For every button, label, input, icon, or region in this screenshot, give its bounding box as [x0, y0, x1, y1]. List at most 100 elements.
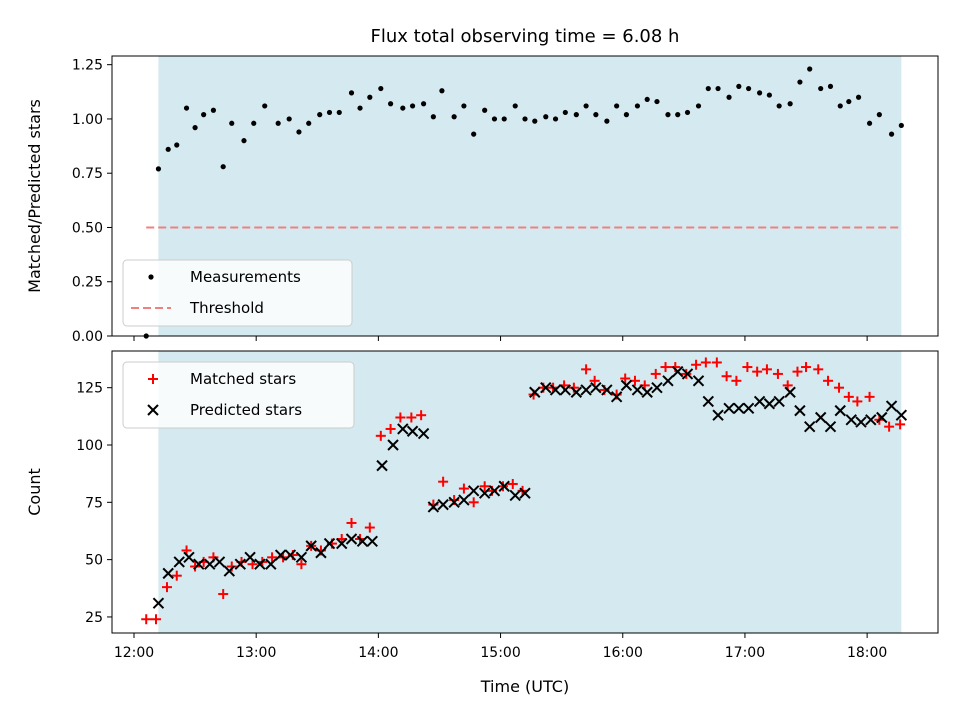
x-tick-label: 18:00: [847, 645, 887, 661]
measurement-point: [439, 88, 445, 94]
predicted-star-point: [152, 597, 165, 609]
measurement-point: [532, 118, 538, 124]
measurement-point: [898, 122, 904, 129]
measurement-point: [251, 120, 257, 126]
predicted-star-point: [244, 551, 256, 564]
matched-star-point: [884, 421, 895, 432]
matched-star-point: [218, 589, 229, 600]
matched-star-point: [660, 362, 671, 373]
predicted-star-point: [824, 420, 837, 433]
axes-frame: [111, 55, 939, 337]
matched-star-point: [772, 368, 783, 379]
matched-star-point: [801, 362, 812, 373]
axes-frame: [111, 350, 939, 634]
legend-entry-label: Matched stars: [190, 370, 296, 388]
matched-star-point: [843, 391, 854, 402]
legend-entry-label: Threshold: [189, 299, 264, 317]
y-tick-label: 0.00: [72, 329, 103, 345]
measurement-point: [317, 112, 323, 118]
matched-star-point: [385, 423, 396, 434]
measurement-point: [866, 120, 873, 126]
predicted-star-point: [570, 386, 583, 398]
measurement-point: [604, 118, 610, 124]
predicted-star-point: [315, 547, 327, 559]
predicted-star-point: [631, 384, 644, 396]
y-axis-label: Count: [25, 468, 44, 516]
predicted-star-point: [162, 567, 174, 580]
measurement-point: [387, 101, 394, 107]
predicted-star-point: [265, 558, 277, 570]
y-tick-label: 0.75: [72, 166, 103, 182]
predicted-star-point: [834, 404, 846, 417]
measurement-point: [614, 103, 620, 109]
predicted-star-point: [295, 551, 308, 564]
measurement-point: [336, 109, 342, 116]
measurement-point: [757, 90, 763, 96]
measurement-point: [220, 164, 226, 170]
measurement-point: [420, 101, 427, 107]
measurement-point: [552, 116, 559, 122]
x-tick-label: 14:00: [358, 645, 398, 661]
predicted-star-point: [336, 537, 348, 550]
top-panel-ratio: 0.00 0.25 0.50 0.75 1.00 1.25 Matched/Predicte…: [25, 55, 939, 345]
predicted-star-point: [387, 439, 399, 451]
predicted-star-point: [763, 398, 776, 410]
predicted-star-point: [376, 459, 388, 472]
measurement-point: [461, 103, 467, 109]
measurement-point: [165, 146, 171, 152]
y-tick-label: 0.50: [72, 220, 103, 236]
predicted-star-point: [417, 427, 430, 440]
predicted-star-point: [234, 558, 247, 570]
predicted-star-point: [723, 402, 735, 415]
matched-star-point: [711, 357, 722, 368]
measurement-point: [634, 103, 641, 109]
x-tick-label: 17:00: [725, 645, 765, 661]
measurement-point: [155, 166, 162, 172]
y-tick-label: 1.25: [72, 58, 103, 74]
y-tick-label: 50: [85, 553, 103, 569]
legend-box: [122, 259, 353, 327]
predicted-star-point: [274, 549, 287, 561]
predicted-star-point: [323, 537, 336, 550]
predicted-star-point: [814, 411, 827, 424]
predicted-star-point: [559, 384, 572, 396]
measurement-point: [501, 116, 507, 122]
x-axis-label: Time (UTC): [480, 677, 569, 696]
measurement-point: [430, 114, 436, 120]
matched-star-point: [761, 364, 772, 375]
matched-star-point: [620, 373, 631, 384]
predicted-star-point: [601, 384, 613, 396]
matched-star-point: [346, 517, 357, 528]
predicted-star-point: [885, 400, 898, 412]
predicted-star-point: [223, 565, 236, 577]
measurement-point: [241, 138, 247, 144]
predicted-star-point: [702, 395, 714, 408]
matched-star-point: [864, 391, 875, 402]
matched-star-point: [700, 357, 711, 368]
predicted-star-point: [733, 402, 745, 415]
predicted-star-point: [519, 487, 531, 499]
y-axis-label: Matched/Predicted stars: [25, 99, 44, 293]
predicted-star-point: [366, 535, 378, 547]
matched-star-point: [267, 552, 278, 563]
predicted-star-point: [467, 485, 480, 497]
matched-star-point: [852, 396, 863, 407]
measurement-point: [855, 94, 862, 100]
matched-star-point: [171, 570, 182, 581]
y-tick-label: 0.25: [72, 275, 103, 291]
measurement-point: [684, 109, 691, 116]
matched-star-point: [507, 478, 518, 489]
measurement-point: [286, 116, 292, 122]
measurement-point: [573, 112, 579, 118]
predicted-star-point: [590, 381, 602, 394]
predicted-star-point: [794, 404, 806, 417]
measurement-point: [736, 83, 742, 89]
predicted-star-point: [213, 556, 226, 568]
predicted-star-point: [865, 414, 877, 426]
matched-star-point: [691, 359, 702, 370]
measurement-point: [326, 109, 333, 116]
predicted-star-point: [712, 409, 724, 421]
matched-star-point: [161, 582, 172, 593]
matched-star-point: [813, 364, 824, 375]
measurement-point: [543, 114, 549, 120]
